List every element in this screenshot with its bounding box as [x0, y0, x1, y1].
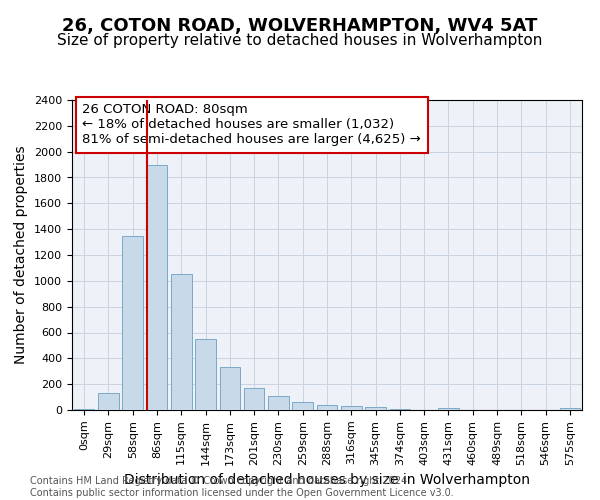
Text: Size of property relative to detached houses in Wolverhampton: Size of property relative to detached ho…: [58, 32, 542, 48]
Bar: [292, 402, 313, 410]
Bar: [195, 339, 216, 410]
Bar: [268, 396, 289, 410]
Bar: [244, 388, 265, 410]
Bar: [317, 405, 337, 410]
Bar: [122, 236, 143, 410]
Bar: [98, 393, 119, 410]
Bar: [220, 366, 240, 410]
Bar: [560, 408, 580, 410]
Text: 26, COTON ROAD, WOLVERHAMPTON, WV4 5AT: 26, COTON ROAD, WOLVERHAMPTON, WV4 5AT: [62, 18, 538, 36]
Bar: [146, 164, 167, 410]
Bar: [74, 408, 94, 410]
Bar: [171, 274, 191, 410]
Text: 26 COTON ROAD: 80sqm
← 18% of detached houses are smaller (1,032)
81% of semi-de: 26 COTON ROAD: 80sqm ← 18% of detached h…: [82, 103, 421, 146]
Y-axis label: Number of detached properties: Number of detached properties: [14, 146, 28, 364]
Bar: [341, 406, 362, 410]
X-axis label: Distribution of detached houses by size in Wolverhampton: Distribution of detached houses by size …: [124, 473, 530, 487]
Text: Contains HM Land Registry data © Crown copyright and database right 2024.
Contai: Contains HM Land Registry data © Crown c…: [30, 476, 454, 498]
Bar: [365, 408, 386, 410]
Bar: [438, 408, 459, 410]
